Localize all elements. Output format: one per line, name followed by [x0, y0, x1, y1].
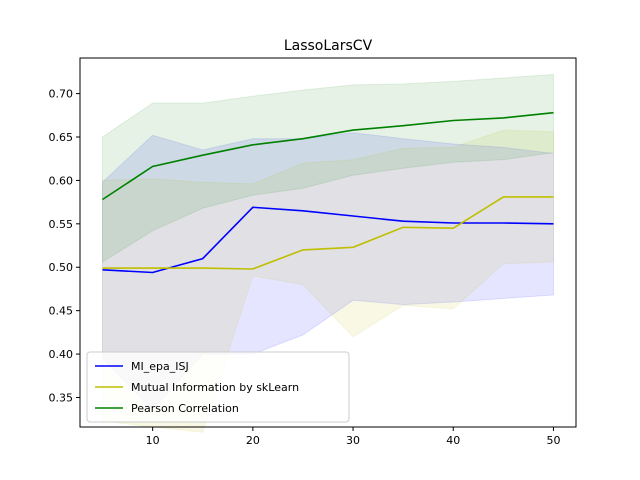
y-tick-label: 0.50	[49, 261, 74, 274]
x-tick-label: 20	[246, 434, 260, 447]
line-series-2	[102, 196, 554, 270]
y-axis: 0.35 0.40 0.45 0.50 0.55 0.60 0.65 0.70	[49, 88, 80, 404]
line-series-1	[102, 206, 554, 274]
x-tick-label: 40	[446, 434, 460, 447]
x-tick-label: 50	[546, 434, 560, 447]
legend-label-3: Pearson Correlation	[131, 402, 239, 415]
y-tick-label: 0.60	[49, 174, 74, 187]
y-tick-label: 0.55	[49, 218, 74, 231]
x-axis: 10 20 30 40 50	[146, 427, 560, 447]
legend-label-1: MI_epa_ISJ	[131, 360, 189, 373]
line-series-3	[102, 111, 554, 201]
legend-label-2: Mutual Information by skLearn	[131, 381, 299, 394]
legend: MI_epa_ISJ Mutual Information by skLearn P…	[86, 351, 350, 423]
y-tick-label: 0.70	[49, 88, 74, 101]
y-tick-label: 0.40	[49, 348, 74, 361]
x-tick-label: 30	[346, 434, 360, 447]
y-tick-label: 0.45	[49, 305, 74, 318]
chart-title: LassoLarsCV	[284, 38, 373, 54]
y-tick-label: 0.65	[49, 131, 74, 144]
y-tick-label: 0.35	[49, 391, 74, 404]
plot-frame	[79, 57, 577, 428]
x-tick-label: 10	[146, 434, 160, 447]
legend-box	[86, 351, 350, 423]
series-lines	[102, 111, 554, 274]
